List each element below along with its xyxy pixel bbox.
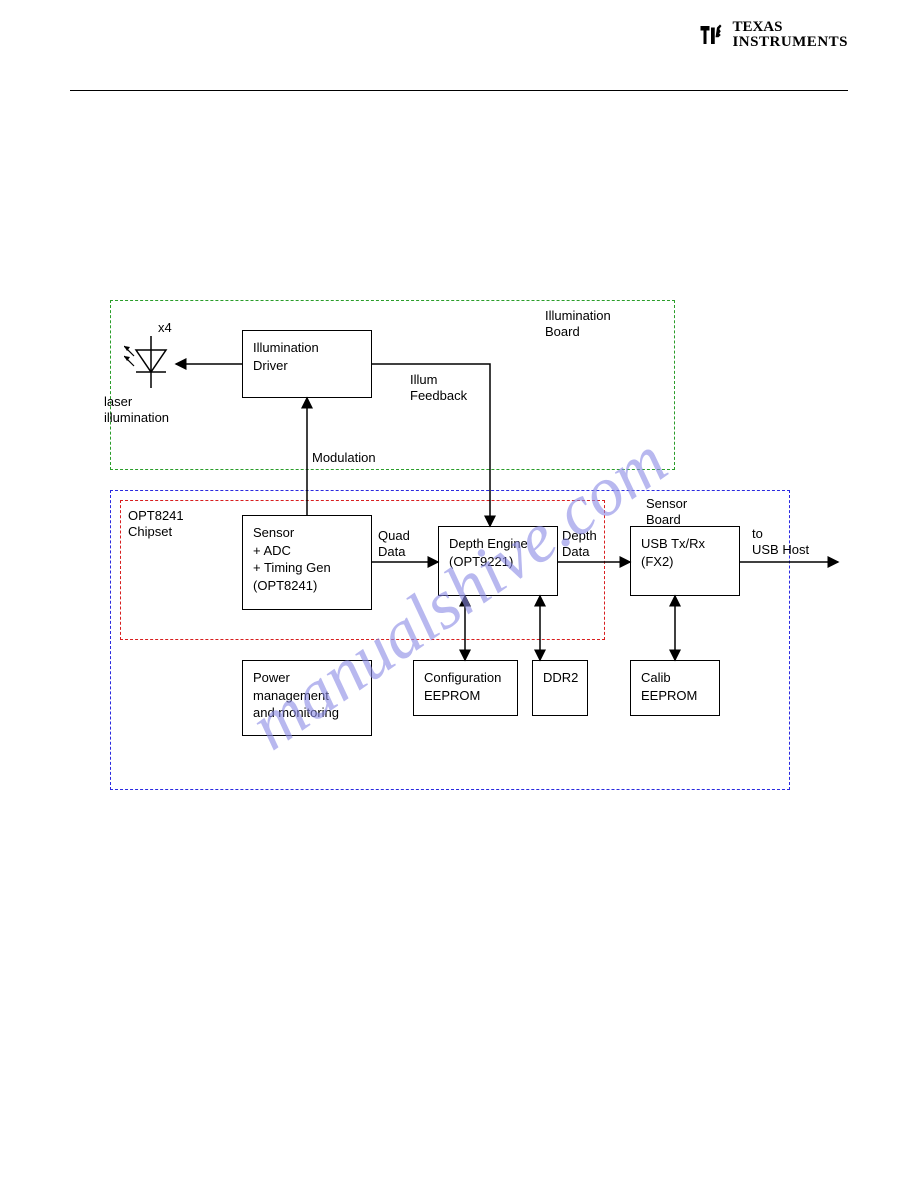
config-eeprom-node: Configuration EEPROM: [413, 660, 518, 716]
chipset-label: OPT8241 Chipset: [128, 508, 184, 541]
logo-line1: TEXAS: [732, 20, 848, 35]
illumination-board-label: Illumination Board: [545, 308, 611, 341]
illumination-driver-node: Illumination Driver: [242, 330, 372, 398]
ti-logo: TEXAS INSTRUMENTS: [696, 20, 848, 50]
quad-data-label: Quad Data: [378, 528, 410, 561]
depth-data-label: Depth Data: [562, 528, 597, 561]
illum-feedback-label: Illum Feedback: [410, 372, 467, 405]
header-rule: [70, 90, 848, 91]
calib-eeprom-node: Calib EEPROM: [630, 660, 720, 716]
power-mgmt-node: Power management and monitoring: [242, 660, 372, 736]
page: TEXAS INSTRUMENTS Illumination Board Sen…: [40, 20, 878, 1168]
block-diagram: Illumination Board Sensor Board OPT8241 …: [110, 290, 840, 810]
depth-engine-node: Depth Engine (OPT9221): [438, 526, 558, 596]
sensor-board-label: Sensor Board: [646, 496, 687, 529]
modulation-label: Modulation: [312, 450, 376, 466]
logo-line2: INSTRUMENTS: [732, 35, 848, 50]
usb-node: USB Tx/Rx (FX2): [630, 526, 740, 596]
ddr2-node: DDR2: [532, 660, 588, 716]
to-usb-host-label: to USB Host: [752, 526, 809, 559]
laser-illumination-label: laser illumination: [104, 394, 169, 427]
sensor-node: Sensor + ADC + Timing Gen (OPT8241): [242, 515, 372, 610]
ti-logo-icon: [696, 20, 726, 50]
laser-diode-icon: [124, 332, 178, 392]
ti-logo-text: TEXAS INSTRUMENTS: [732, 20, 848, 50]
